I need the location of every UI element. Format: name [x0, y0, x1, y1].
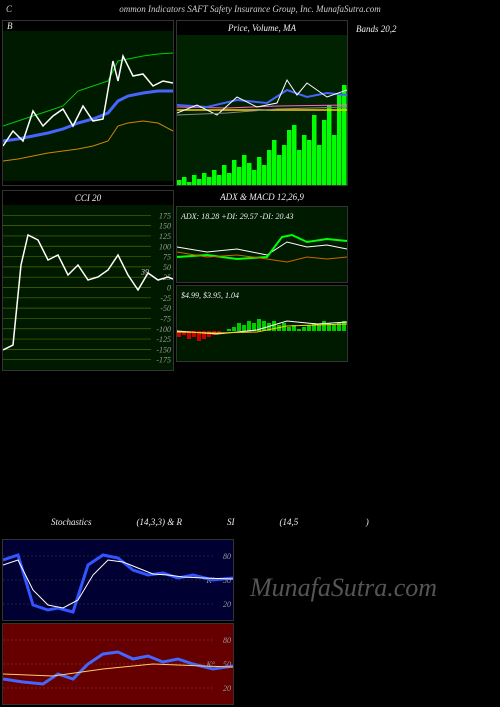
- price-ma-title: Price, Volume, MA: [228, 23, 296, 33]
- svg-text:80: 80: [223, 552, 231, 561]
- svg-text:75: 75: [163, 253, 171, 262]
- header-title: ommon Indicators SAFT Safety Insurance G…: [119, 4, 380, 14]
- svg-text:20: 20: [223, 684, 231, 693]
- cci-panel: CCI 20 1751501251007550250-25-50-75-100-…: [2, 190, 174, 371]
- svg-text:0: 0: [167, 284, 171, 293]
- svg-text:-100: -100: [156, 325, 171, 334]
- adx-panel: ADX: 18.28 +DI: 29.57 -DI: 20.43: [176, 206, 348, 283]
- cci-chart: 1751501251007550250-25-50-75-100-125-150…: [3, 205, 173, 370]
- svg-text:80: 80: [223, 636, 231, 645]
- spacer: [0, 373, 500, 503]
- bbands-title-right: Bands 20,2: [356, 24, 397, 34]
- svg-text:$4.99, $3.95, 1.04: $4.99, $3.95, 1.04: [181, 291, 239, 300]
- svg-text:-25: -25: [160, 294, 171, 303]
- rsi-chart: 805020K°: [3, 624, 233, 704]
- macd-panel: $4.99, $3.95, 1.04: [176, 285, 348, 362]
- cci-title: CCI 20: [75, 193, 101, 203]
- adx-chart: ADX: 18.28 +DI: 29.57 -DI: 20.43: [177, 207, 347, 282]
- svg-text:-75: -75: [160, 314, 171, 323]
- stochastics-panel: 805020K°: [2, 539, 234, 621]
- price-ma-panel: Price, Volume, MA: [176, 20, 348, 186]
- svg-text:-50: -50: [160, 304, 171, 313]
- svg-text:-150: -150: [156, 345, 171, 354]
- bbands-title-left: B: [7, 21, 13, 31]
- macd-chart: $4.99, $3.95, 1.04: [177, 286, 347, 361]
- svg-text:150: 150: [159, 222, 171, 231]
- price-ma-chart: [177, 35, 347, 185]
- svg-text:125: 125: [159, 232, 171, 241]
- svg-text:50: 50: [163, 263, 171, 272]
- stochastics-chart: 805020K°: [3, 540, 233, 620]
- adx-macd-column: ADX & MACD 12,26,9 ADX: 18.28 +DI: 29.57…: [176, 190, 348, 371]
- header-c: C: [6, 4, 12, 14]
- svg-text:20: 20: [223, 600, 231, 609]
- svg-text:ADX: 18.28 +DI: 29.57 -DI:: ADX: 18.28 +DI: 29.57 -DI: 20.43: [180, 212, 294, 221]
- bbands-title-right-wrap: Bands 20,2: [350, 20, 490, 186]
- svg-text:100: 100: [159, 242, 171, 251]
- bbands-panel: B: [2, 20, 174, 186]
- rsi-panel: 805020K°: [2, 623, 234, 705]
- watermark: MunafaSutra.com: [250, 573, 437, 603]
- svg-text:39: 39: [140, 267, 149, 276]
- bbands-chart: [3, 31, 173, 181]
- adx-macd-title: ADX & MACD 12,26,9: [220, 192, 304, 202]
- page-header: C ommon Indicators SAFT Safety Insurance…: [0, 0, 500, 18]
- stochastics-title: Stochastics (14,3,3) & R SI (14,5 ): [51, 517, 369, 527]
- svg-text:175: 175: [159, 211, 171, 220]
- bottom-section: Stochastics (14,3,3) & R SI (14,5 ) 8050…: [0, 503, 500, 707]
- svg-text:-125: -125: [156, 335, 171, 344]
- svg-text:-175: -175: [156, 356, 171, 365]
